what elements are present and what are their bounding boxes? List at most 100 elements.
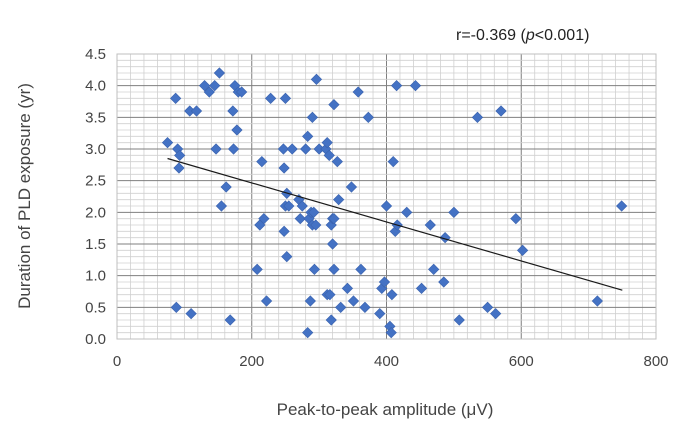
data-point (302, 130, 314, 142)
data-point (335, 301, 347, 313)
data-point (198, 80, 211, 92)
data-point (308, 206, 320, 218)
y-tick-label: 3.0 (85, 141, 106, 158)
y-axis-ticks: 0.0 0.5 1.0 1.5 2.0 2.5 3.0 3.5 4.0 4.5 (85, 46, 106, 348)
data-point (380, 200, 393, 212)
data-point (341, 282, 354, 294)
y-axis-title: Duration of PLD exposure (yr) (15, 83, 34, 309)
data-point (401, 206, 413, 218)
data-point (415, 282, 428, 294)
data-point (215, 200, 228, 212)
data-point (616, 200, 628, 212)
x-tick-label: 200 (239, 353, 264, 370)
data-point (333, 194, 345, 206)
data-point (278, 225, 290, 237)
data-point (161, 137, 174, 149)
data-point (387, 156, 399, 168)
y-tick-label: 1.5 (85, 236, 106, 253)
data-point (170, 301, 182, 313)
data-point (279, 92, 292, 104)
data-point (231, 124, 243, 136)
data-point (227, 143, 240, 155)
data-point (224, 314, 236, 326)
data-point (510, 213, 522, 225)
data-point (326, 238, 339, 250)
y-tick-label: 4.0 (85, 78, 106, 95)
x-axis-ticks: 0 200 400 600 800 (113, 353, 669, 370)
data-point (236, 86, 248, 98)
data-point (286, 143, 298, 155)
data-point (328, 213, 340, 225)
data-point (260, 295, 273, 307)
data-point (362, 111, 374, 123)
data-point (251, 263, 263, 275)
data-point (448, 206, 460, 218)
data-point (203, 86, 215, 98)
data-point (385, 327, 397, 339)
x-tick-label: 400 (374, 353, 399, 370)
data-point (283, 200, 295, 212)
data-point (378, 276, 391, 288)
data-point (471, 111, 484, 123)
data-point (591, 295, 604, 307)
data-point (174, 149, 186, 161)
data-point (258, 213, 270, 225)
data-points (161, 67, 628, 339)
data-point (227, 105, 239, 117)
data-point (256, 156, 268, 168)
data-point (386, 289, 398, 301)
data-point (328, 263, 340, 275)
data-point (490, 308, 502, 320)
y-tick-label: 4.5 (85, 46, 106, 63)
data-point (220, 181, 232, 193)
grid-lines (116, 53, 657, 340)
data-point (374, 308, 386, 320)
data-point (453, 314, 465, 326)
plot-area-frame (116, 53, 657, 340)
data-point (428, 263, 440, 275)
data-point (277, 143, 290, 155)
data-point (324, 289, 336, 301)
data-point (210, 143, 222, 155)
data-point (310, 219, 322, 231)
data-point (304, 295, 316, 307)
data-point (173, 162, 185, 174)
x-axis-title: Peak-to-peak amplitude (μV) (277, 400, 494, 419)
data-point (495, 105, 507, 117)
data-point (321, 137, 333, 149)
y-tick-label: 0.5 (85, 299, 106, 316)
data-point (345, 181, 358, 193)
data-point (352, 86, 364, 98)
y-tick-label: 3.5 (85, 109, 106, 126)
data-point (424, 219, 436, 231)
data-point (390, 80, 403, 92)
data-point (281, 251, 293, 263)
data-point (347, 295, 360, 307)
data-point (481, 301, 494, 313)
data-point (323, 149, 335, 161)
y-tick-label: 2.0 (85, 204, 106, 221)
y-tick-label: 1.0 (85, 268, 106, 285)
data-point (209, 80, 221, 92)
data-point (355, 263, 367, 275)
data-point (302, 327, 314, 339)
data-point (264, 92, 277, 104)
data-point (190, 105, 203, 117)
data-point (308, 263, 321, 275)
data-point (310, 73, 323, 85)
data-point (409, 80, 422, 92)
correlation-annotation: r=-0.369 (p<0.001) (456, 27, 589, 44)
data-point (516, 244, 529, 256)
data-point (359, 301, 371, 313)
data-point (325, 314, 337, 326)
data-point (169, 92, 182, 104)
data-point (438, 276, 450, 288)
trendline (167, 157, 623, 291)
y-tick-label: 2.5 (85, 173, 106, 190)
data-point (296, 200, 308, 212)
data-point (294, 213, 306, 225)
data-point (185, 308, 197, 320)
data-point (278, 162, 290, 174)
x-tick-label: 0 (113, 353, 121, 370)
